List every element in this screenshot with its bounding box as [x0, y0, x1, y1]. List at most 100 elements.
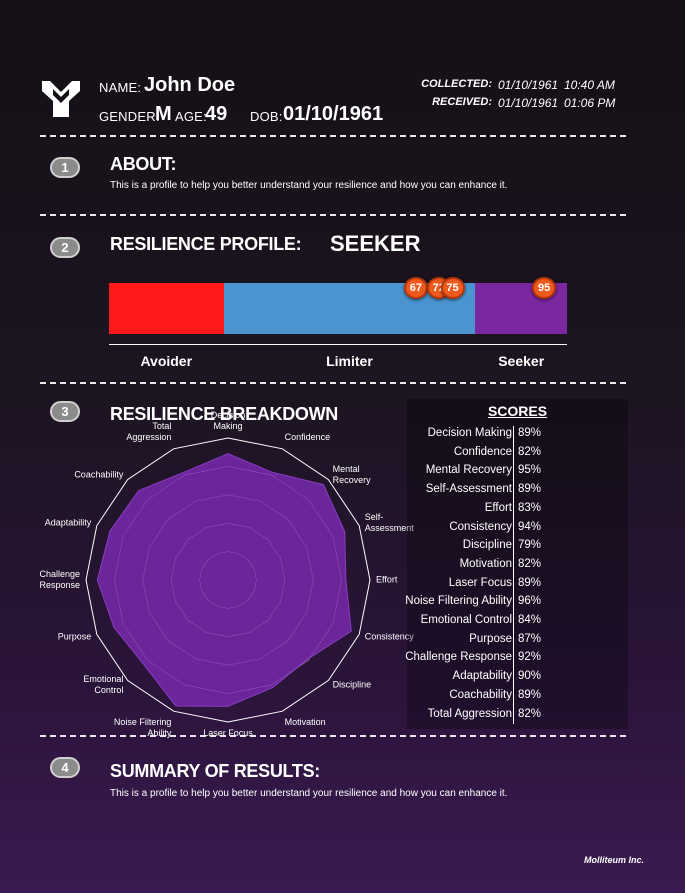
score-value: 82%: [518, 557, 542, 570]
radar-axis-label: Purpose: [58, 631, 92, 642]
section-number-badge: 3: [50, 401, 80, 422]
scores-panel: SCORES Decision Making 89% Confidence 82% Me…: [405, 399, 628, 729]
score-name: Discipline: [462, 539, 512, 552]
score-value: 95%: [518, 464, 542, 477]
patient-name: John Doe: [144, 74, 236, 96]
radar-axis-label: Emotional Control: [83, 674, 123, 696]
section-divider: [40, 214, 626, 216]
score-name: Adaptability: [452, 670, 512, 683]
radar-axis-label: Self- Assessment: [365, 512, 414, 534]
name-label: NAME:: [99, 80, 142, 95]
radar-axis-label-line: Assessment: [364, 523, 414, 534]
score-row: Decision Making 89%: [407, 427, 628, 445]
radar-grid-ring-overlay: [142, 494, 314, 666]
profile-score-marker: 67: [403, 277, 428, 299]
radar-axis-label: Decision Making: [211, 410, 246, 432]
score-row: Confidence 82%: [407, 446, 628, 464]
score-row: Noise Filtering Ability 96%: [405, 595, 628, 613]
radar-axis-label: Mental Recovery: [333, 464, 371, 486]
radar-axis-label: Adaptability: [45, 518, 92, 529]
profile-band-label: Avoider: [140, 353, 193, 369]
score-value: 87%: [518, 632, 542, 645]
dob-label: DOB:: [250, 109, 283, 124]
score-value: 83%: [518, 501, 542, 514]
radar-series-area: [96, 453, 352, 707]
collected-date: 01/10/1961: [498, 78, 559, 92]
score-value: 92%: [518, 651, 542, 664]
score-row: Adaptability 90%: [407, 670, 628, 688]
score-name: Motivation: [459, 557, 512, 570]
radar-axis-label: Challenge Response: [39, 569, 80, 591]
section-divider: [40, 135, 626, 137]
score-name: Laser Focus: [448, 576, 512, 589]
profile-band-label: Limiter: [326, 353, 373, 369]
radar-axis-label: Total Aggression: [126, 421, 171, 443]
radar-axis-label-line: Ability: [147, 727, 172, 738]
score-row: Emotional Control 84%: [407, 614, 628, 632]
radar-grid-ring-overlay: [170, 522, 286, 638]
score-row: Discipline 79%: [407, 539, 628, 557]
radar-axis-label: Laser Focus: [203, 728, 253, 739]
radar-axis-label-line: Mental: [332, 464, 360, 475]
radar-axis-label-line: Decision: [210, 410, 246, 420]
score-value: 89%: [518, 483, 542, 496]
radar-axis-label-line: Purpose: [57, 631, 92, 642]
received-time: 01:06 PM: [564, 96, 616, 110]
score-row: Self-Assessment 89%: [407, 483, 628, 501]
radar-axis-label: Confidence: [285, 432, 331, 443]
radar-outer-ring: [85, 437, 371, 723]
radar-axis-label-line: Challenge: [39, 569, 80, 579]
radar-chart: Decision Making Confidence Mental Recovery Se…: [39, 410, 413, 738]
radar-axis-label-line: Emotional: [83, 673, 124, 684]
score-name: Coachability: [449, 688, 512, 701]
breakdown-title: RESILIENCE BREAKDOWN: [110, 404, 339, 424]
score-name: Total Aggression: [427, 707, 512, 720]
score-name: Decision Making: [427, 427, 512, 439]
score-name: Effort: [484, 501, 512, 514]
received-label: RECEIVED:: [432, 96, 492, 108]
score-value: 82%: [518, 707, 542, 720]
received-date: 01/10/1961: [498, 96, 559, 110]
radar-axis-label-line: Coachability: [74, 469, 124, 480]
radar-axis-label-line: Confidence: [284, 432, 331, 443]
radar-chart-svg: [85, 437, 371, 723]
score-row: Total Aggression 82%: [407, 708, 628, 726]
summary-title: SUMMARY OF RESULTS:: [110, 761, 320, 781]
gender-label: GENDER:: [99, 109, 160, 124]
score-name: Challenge Response: [405, 651, 512, 664]
score-value: 90%: [518, 670, 542, 683]
radar-axis-label-line: Self-: [364, 512, 384, 523]
profile-result: SEEKER: [330, 231, 421, 256]
radar-axis-label: Discipline: [333, 679, 372, 690]
profile-band-avoider: [109, 283, 224, 334]
about-title: ABOUT:: [110, 154, 177, 174]
radar-axis-label-line: Laser Focus: [203, 728, 253, 738]
score-row: Motivation 82%: [407, 558, 628, 576]
section-number-badge: 2: [50, 237, 80, 258]
score-row: Effort 83%: [407, 502, 628, 520]
radar-axis-label: Motivation: [285, 717, 326, 728]
radar-axis-label-line: Adaptability: [44, 517, 92, 528]
score-name: Mental Recovery: [425, 464, 512, 477]
radar-axis-label: Consistency: [365, 631, 414, 642]
section-number-badge: 4: [50, 757, 80, 778]
score-value: 94%: [518, 520, 542, 533]
score-value: 89%: [518, 427, 542, 439]
score-row: Purpose 87%: [407, 633, 628, 651]
score-value: 84%: [518, 614, 542, 626]
radar-axis-label-line: Effort: [376, 574, 398, 585]
score-value: 89%: [518, 688, 542, 701]
radar-axis-label-line: Total: [152, 421, 172, 432]
score-value: 79%: [518, 539, 542, 552]
about-text: This is a profile to help you better und…: [110, 180, 508, 191]
scores-column-divider: [513, 426, 514, 724]
radar-axis-label-line: Recovery: [332, 475, 371, 486]
summary-text: This is a profile to help you better und…: [110, 788, 508, 799]
score-row: Mental Recovery 95%: [407, 464, 628, 482]
radar-axis-label-line: Response: [39, 580, 80, 590]
radar-axis-label-line: Control: [94, 684, 124, 695]
profile-score-marker: 75: [440, 277, 465, 299]
score-name: Confidence: [453, 445, 512, 458]
score-row: Laser Focus 89%: [407, 577, 628, 595]
brand-logo-icon: [42, 81, 80, 117]
